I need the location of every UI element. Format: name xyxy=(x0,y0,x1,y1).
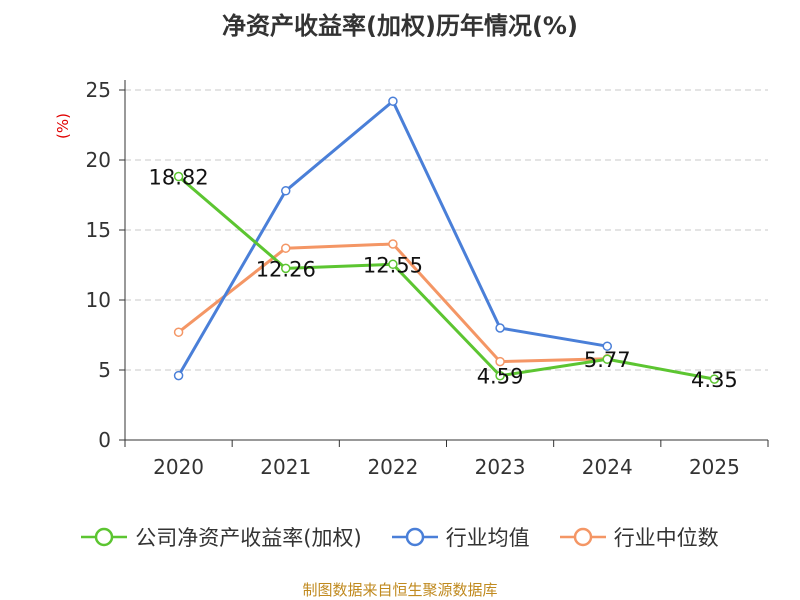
source-note: 制图数据来自恒生聚源数据库 xyxy=(302,581,498,599)
data-label: 12.26 xyxy=(256,257,316,281)
legend-symbol xyxy=(559,527,606,547)
data-point xyxy=(281,186,291,196)
x-tick-label: 2020 xyxy=(153,455,204,479)
x-tick-label: 2022 xyxy=(367,455,418,479)
series-line xyxy=(177,175,715,381)
data-point xyxy=(173,370,184,381)
y-tick-label: 15 xyxy=(86,218,111,242)
x-tick-label: 2021 xyxy=(260,455,311,479)
legend-item[interactable]: 行业中位数 xyxy=(559,522,719,552)
data-point xyxy=(602,341,612,351)
series-line xyxy=(177,99,608,377)
data-labels: 18.82 12.26 12.55 4.59 5.77 4.35 xyxy=(149,166,738,393)
y-tick-label: 0 xyxy=(98,428,111,452)
data-point xyxy=(495,323,505,333)
chart-title: 净资产收益率(加权)历年情况(%) xyxy=(222,12,578,40)
legend-marker xyxy=(405,527,424,547)
y-tick-label: 20 xyxy=(86,148,111,172)
x-tick-label: 2025 xyxy=(689,455,740,479)
data-point xyxy=(173,171,184,182)
data-point xyxy=(388,259,398,270)
legend-symbol xyxy=(391,527,438,547)
legend: 公司净资产收益率(加权) 行业均值 行业中位数 xyxy=(0,520,800,554)
legend-label: 行业均值 xyxy=(445,526,530,550)
legend-label: 行业中位数 xyxy=(613,526,719,550)
legend-marker xyxy=(573,527,592,547)
y-tick-label: 5 xyxy=(98,358,111,382)
x-tick-label: 2024 xyxy=(582,455,633,479)
legend-symbol xyxy=(81,527,128,547)
data-point xyxy=(388,239,398,249)
legend-item[interactable]: 公司净资产收益率(加权) xyxy=(81,522,362,552)
data-point xyxy=(281,243,291,253)
legend-marker xyxy=(95,527,114,547)
data-point xyxy=(173,327,184,337)
x-tick-label: 2023 xyxy=(475,455,526,479)
y-axis-label: (%) xyxy=(54,113,72,139)
data-point xyxy=(709,374,720,384)
gridlines xyxy=(125,89,768,371)
data-label: 4.59 xyxy=(477,365,524,389)
data-label: 12.55 xyxy=(363,253,423,277)
data-label: 18.82 xyxy=(149,166,209,190)
data-point xyxy=(602,354,612,364)
y-tick-label: 10 xyxy=(86,288,111,312)
data-label: 5.77 xyxy=(584,348,631,372)
y-tick-label: 25 xyxy=(86,78,111,102)
data-point xyxy=(495,356,505,367)
legend-item[interactable]: 行业均值 xyxy=(391,522,530,552)
data-point xyxy=(495,370,505,381)
data-point xyxy=(388,96,398,106)
data-label: 4.35 xyxy=(691,368,738,392)
legend-label: 公司净资产收益率(加权) xyxy=(135,526,362,550)
series xyxy=(173,96,720,384)
data-point xyxy=(281,263,291,274)
